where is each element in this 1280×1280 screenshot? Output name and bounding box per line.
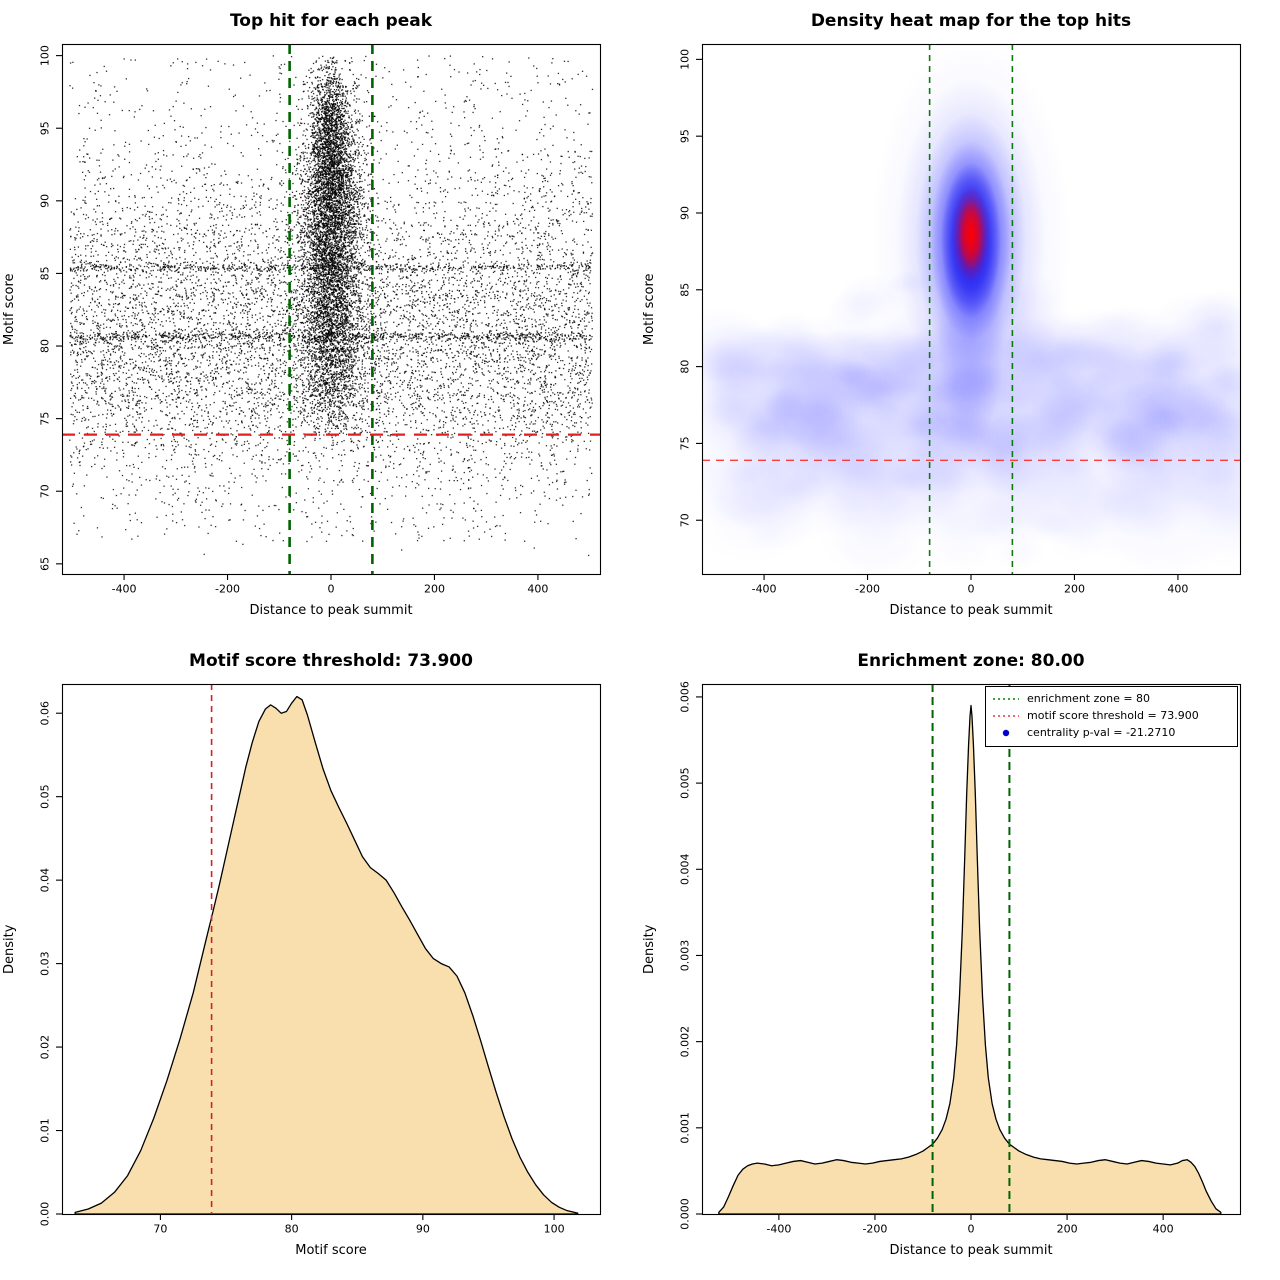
scatter-xaxis-label: Distance to peak summit [249,603,413,618]
heatmap-xaxis-label: Distance to peak summit [889,603,1053,618]
panel-density-heatmap: Density heat map for the top hits Distan… [640,0,1280,640]
enrichment-zone-yaxis-label: Density [642,924,657,974]
score-density-yaxis-label: Density [2,924,17,974]
heatmap-plot-canvas [640,0,1280,640]
enrichment-zone-xaxis-label: Distance to peak summit [889,1243,1053,1258]
score-density-canvas [0,640,640,1280]
score-density-title: Motif score threshold: 73.900 [189,651,473,671]
panel-enrichment-zone: Enrichment zone: 80.00 Distance to peak … [640,640,1280,1280]
heatmap-title: Density heat map for the top hits [810,11,1132,31]
panel-score-density: Motif score threshold: 73.900 Motif scor… [0,640,640,1280]
scatter-title: Top hit for each peak [229,11,433,31]
scatter-plot-canvas [0,0,640,640]
heatmap-yaxis-label: Motif score [642,273,657,345]
score-density-xaxis-label: Motif score [295,1243,367,1258]
scatter-yaxis-label: Motif score [2,273,17,345]
enrichment-zone-canvas [640,640,1280,1280]
panel-top-hits-scatter: Top hit for each peak Distance to peak s… [0,0,640,640]
enrichment-zone-title: Enrichment zone: 80.00 [857,651,1085,671]
